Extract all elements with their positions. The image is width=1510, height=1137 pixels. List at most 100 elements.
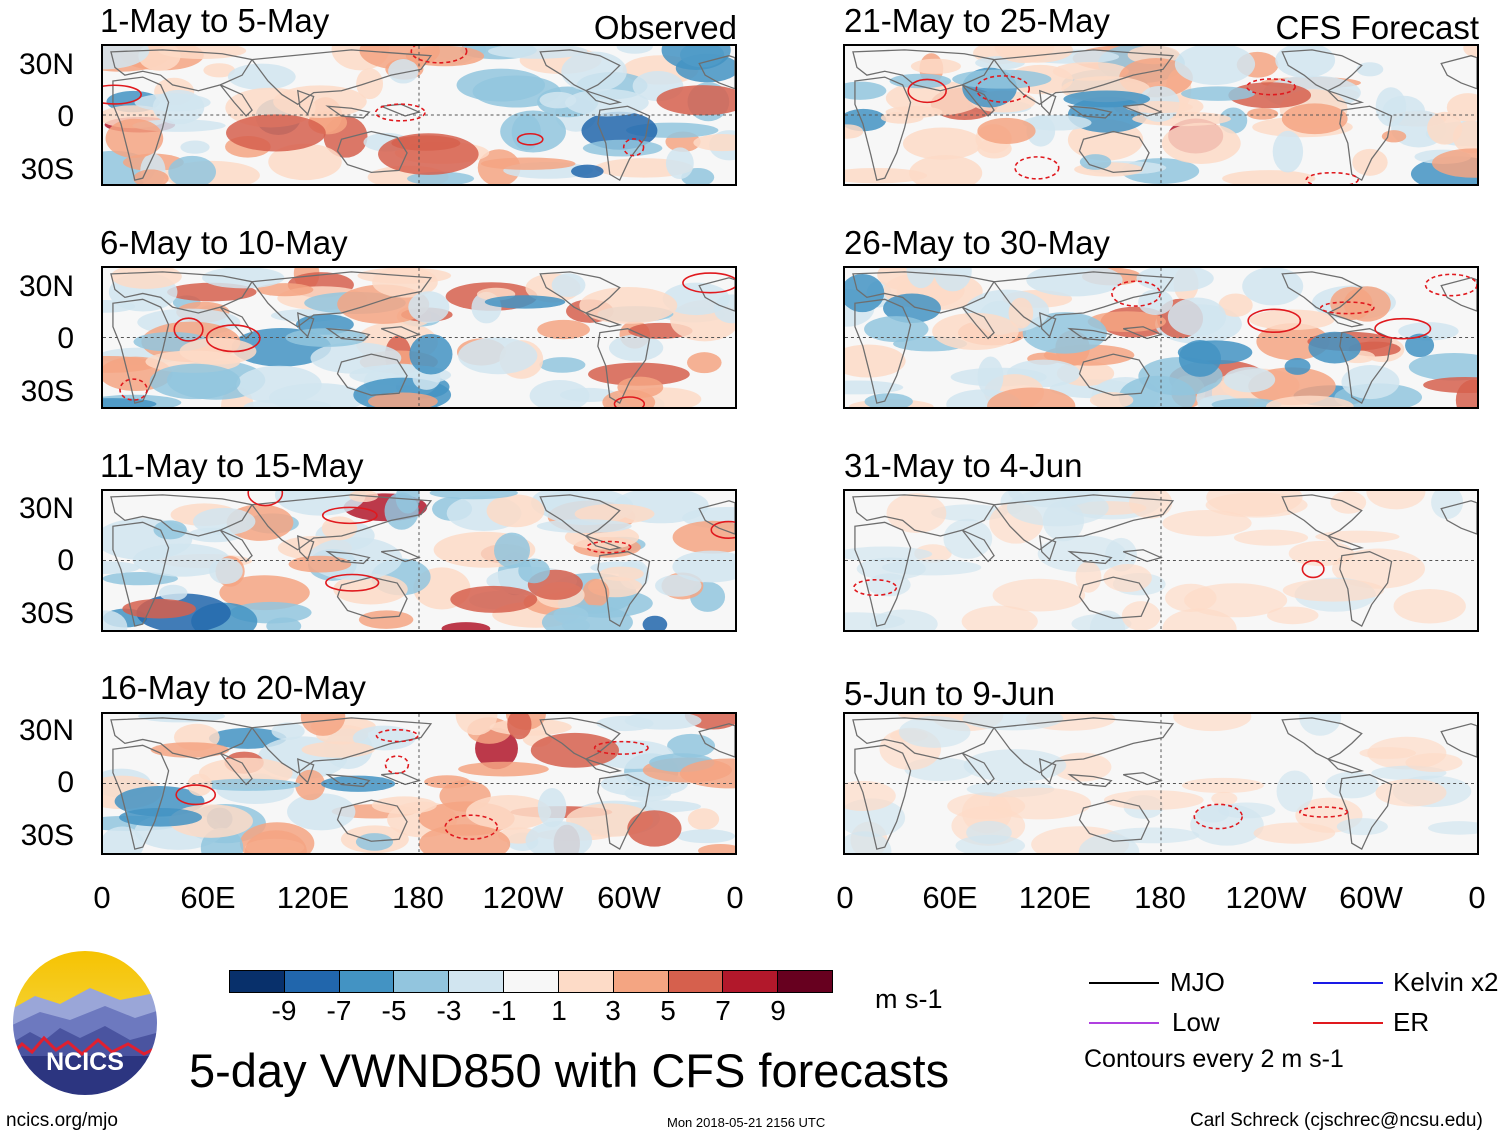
anomaly-blob	[1431, 148, 1477, 178]
er-contour	[1111, 280, 1162, 307]
anomaly-blob	[266, 617, 302, 630]
coastline	[1281, 717, 1363, 760]
anomaly-blob	[961, 605, 1038, 630]
anomaly-blob	[883, 293, 941, 324]
er-contour	[247, 491, 284, 507]
anomaly-blob	[1103, 790, 1204, 810]
coastline	[336, 130, 408, 173]
coastline	[961, 752, 995, 786]
anomaly-blob	[271, 722, 305, 740]
anomaly-blob	[963, 749, 1067, 782]
legend-line-low	[1089, 1022, 1159, 1024]
coastline	[296, 312, 315, 338]
anomaly-blob	[408, 291, 450, 324]
er-contour	[1305, 171, 1359, 184]
anomaly-blob	[456, 68, 546, 102]
colorbar-swatch	[504, 971, 559, 992]
coastline	[219, 84, 253, 117]
lon-label: 120W	[1225, 880, 1307, 915]
coastline	[336, 353, 408, 396]
lon-label: 180	[392, 880, 444, 915]
anomaly-blob	[1178, 340, 1222, 377]
anomaly-blob	[551, 273, 586, 297]
anomaly-blob	[1211, 398, 1282, 407]
lon-label: 180	[1134, 880, 1186, 915]
anomaly-blob	[1022, 312, 1107, 354]
footer-url[interactable]: ncics.org/mjo	[6, 1110, 118, 1131]
coastline	[992, 271, 1175, 328]
coastline	[992, 494, 1175, 551]
lon-label: 120E	[276, 880, 350, 915]
coastline	[539, 717, 621, 760]
coastline	[219, 306, 253, 340]
colorbar-tick: -9	[271, 995, 297, 1026]
coastline	[1078, 576, 1150, 619]
anomaly-blob	[301, 741, 375, 758]
anomaly-blob	[466, 795, 552, 830]
coastline	[852, 717, 996, 760]
coastline	[852, 271, 996, 314]
anomaly-blob	[1428, 821, 1477, 835]
anomaly-blob	[902, 127, 983, 160]
colorbar-tick: -3	[436, 995, 462, 1026]
anomaly-blob	[180, 140, 210, 154]
coastline	[585, 312, 623, 328]
anomaly-blob	[1288, 540, 1355, 567]
legend-label-kelvin: Kelvin x2	[1393, 967, 1499, 997]
colorbar-swatch	[284, 971, 340, 992]
anomaly-blob	[488, 46, 588, 59]
cfs-forecast-label: CFS Forecast	[1275, 9, 1479, 46]
colorbar	[229, 970, 833, 993]
er-contour	[384, 755, 410, 775]
coastline	[698, 500, 735, 535]
anomaly-blob	[133, 169, 169, 184]
anomaly-blob	[378, 133, 479, 175]
anomaly-blob	[881, 559, 982, 576]
coastline	[854, 521, 912, 627]
lat-label-30n: 30N	[18, 48, 74, 81]
colorbar-tick: -7	[326, 995, 352, 1026]
coastline	[585, 90, 623, 105]
coastline	[961, 529, 995, 563]
coastline	[1038, 89, 1057, 116]
coastline	[1078, 130, 1150, 173]
coastline	[296, 758, 315, 784]
anomaly-blob	[989, 787, 1092, 820]
coastline	[597, 551, 651, 627]
anomaly-blob	[599, 566, 644, 582]
map-panel-forecast-1	[843, 44, 1479, 186]
coastline	[112, 298, 170, 404]
anomaly-blob	[458, 337, 538, 375]
anomaly-blob	[845, 380, 904, 395]
anomaly-blob	[197, 778, 301, 791]
lat-label-30n: 30N	[18, 714, 74, 747]
coastline	[112, 744, 170, 850]
anomaly-blob	[395, 491, 420, 514]
coastline	[1339, 774, 1393, 850]
anomaly-blob	[150, 742, 230, 758]
anomaly-blob	[245, 830, 307, 853]
observed-label: Observed	[593, 9, 737, 46]
anomaly-blob	[672, 550, 735, 583]
colorbar-swatch	[613, 971, 669, 992]
anomaly-blob	[932, 312, 1019, 351]
anomaly-blob	[1247, 108, 1279, 120]
lon-label: 0	[93, 880, 111, 915]
anomaly-blob	[693, 134, 735, 152]
legend-label-low: Low	[1172, 1007, 1220, 1037]
coastline	[597, 105, 651, 182]
coastline	[219, 529, 253, 563]
colorbar-tick: -5	[381, 995, 407, 1026]
anomaly-blob	[1267, 606, 1319, 625]
anomaly-blob	[1408, 352, 1477, 381]
anomaly-blob	[627, 810, 682, 847]
panel-title-right-3: 31-May to 4-Jun	[844, 447, 1083, 484]
anomaly-blob	[1105, 537, 1137, 572]
anomaly-blob	[582, 578, 610, 607]
anomaly-blob	[845, 831, 892, 853]
anomaly-blob	[1138, 289, 1174, 315]
anomaly-blob	[910, 58, 961, 74]
anomaly-blob	[1366, 491, 1426, 510]
legend-label-er: ER	[1393, 1007, 1430, 1037]
anomaly-blob	[274, 491, 366, 516]
